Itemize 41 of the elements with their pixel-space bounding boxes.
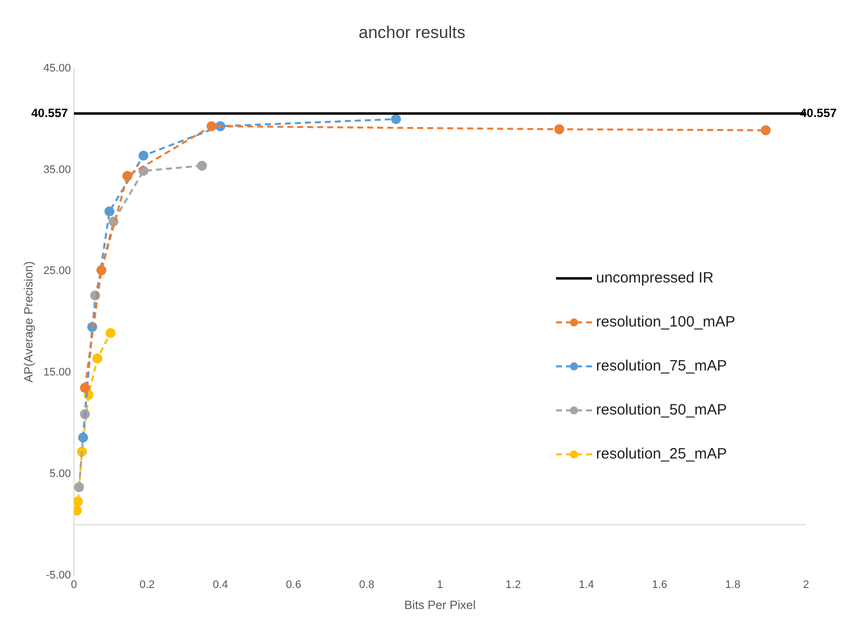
point: [760, 125, 771, 136]
x-tick-label: 1: [436, 579, 444, 592]
x-tick-label: 1.6: [652, 579, 668, 592]
point: [138, 150, 148, 161]
legend-label: resolution_75_mAP: [596, 358, 727, 375]
y-tick-label: 25.00: [43, 265, 71, 278]
x-tick-label: 0.4: [212, 579, 228, 592]
point: [554, 124, 564, 134]
x-tick-label: 1.2: [506, 579, 521, 592]
y-tick-label: 5.00: [50, 468, 71, 480]
point: [206, 121, 217, 132]
y-tick-label: 15.00: [43, 366, 71, 379]
x-tick-label: 0: [70, 579, 77, 592]
point: [96, 265, 106, 276]
legend-label: uncompressed IR: [596, 270, 714, 287]
point: [78, 432, 88, 442]
legend-label: resolution_25_mAP: [596, 446, 727, 463]
y-tick-label: 45.00: [43, 62, 71, 74]
x-tick-label: 0.6: [286, 579, 302, 592]
x-tick-label: 1.8: [725, 579, 740, 592]
legend-label: resolution_50_mAP: [596, 402, 727, 419]
chart-title: anchor results: [358, 22, 466, 42]
x-tick-label: 0.8: [359, 579, 374, 592]
y-tick-label: -5.00: [46, 569, 71, 582]
point: [104, 206, 114, 216]
x-tick-label: 0.2: [139, 579, 155, 592]
y-axis-title: AP(Average Precision): [22, 261, 36, 382]
x-tick-label: 1.4: [578, 579, 594, 592]
point: [197, 160, 208, 171]
point: [92, 353, 102, 364]
y-tick-label: 35.00: [43, 164, 71, 176]
data-label: 40.557: [31, 106, 68, 120]
point: [74, 482, 84, 492]
point: [74, 496, 83, 506]
point: [122, 170, 132, 181]
legend-label: resolution_100_mAP: [596, 314, 736, 331]
x-axis-title: Bits Per Pixel: [404, 598, 476, 612]
point: [80, 382, 90, 393]
point: [391, 114, 402, 124]
point: [106, 328, 116, 338]
x-tick-label: 2: [802, 579, 810, 592]
